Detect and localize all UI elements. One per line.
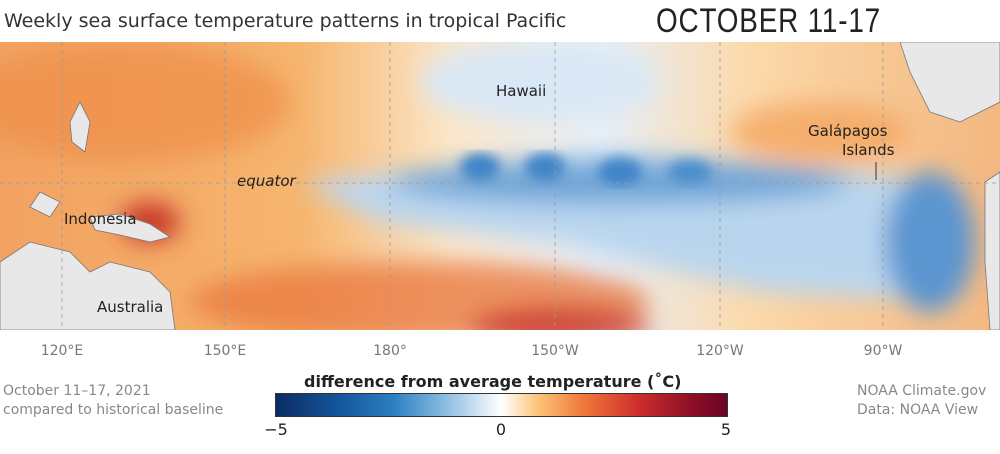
tick-120w: 120°W: [696, 343, 744, 359]
tick-120e: 120°E: [40, 343, 84, 359]
americas-land: [899, 42, 1000, 123]
label-hawaii: Hawaii: [496, 82, 547, 100]
anomaly-field: [0, 42, 975, 330]
footer-data-source: Data: NOAA View: [857, 402, 979, 418]
tick-180: 180°: [373, 343, 407, 359]
label-indonesia: Indonesia: [64, 210, 137, 228]
tick-150e: 150°E: [203, 343, 247, 359]
footer-credit: NOAA Climate.gov: [857, 383, 987, 399]
colorbar: [275, 393, 728, 417]
land-masses: [0, 42, 1000, 330]
period-heading: OCTOBER 11-17: [656, 2, 882, 40]
footer-baseline: compared to historical baseline: [3, 402, 224, 418]
label-galapagos-1: Galápagos: [808, 122, 888, 140]
tick-90w: 90°W: [863, 343, 903, 359]
footer-right: NOAA Climate.gov Data: NOAA View: [857, 382, 986, 420]
graticule: [0, 42, 1000, 330]
footer-left: October 11–17, 2021 compared to historic…: [3, 382, 223, 420]
footer-date: October 11–17, 2021: [3, 383, 151, 399]
colorbar-title: difference from average temperature (˚C): [304, 372, 682, 391]
sst-anomaly-map: [0, 42, 1000, 330]
map-title: Weekly sea surface temperature patterns …: [4, 10, 567, 32]
new-guinea-land: [89, 213, 171, 243]
label-australia: Australia: [97, 298, 164, 316]
tick-150w: 150°W: [531, 343, 579, 359]
colorbar-max: 5: [720, 420, 732, 439]
colorbar-min: −5: [264, 420, 288, 439]
label-galapagos-2: Islands: [842, 141, 895, 159]
australia-land: [0, 241, 176, 330]
label-equator: equator: [237, 172, 296, 190]
colorbar-mid: 0: [495, 420, 507, 439]
